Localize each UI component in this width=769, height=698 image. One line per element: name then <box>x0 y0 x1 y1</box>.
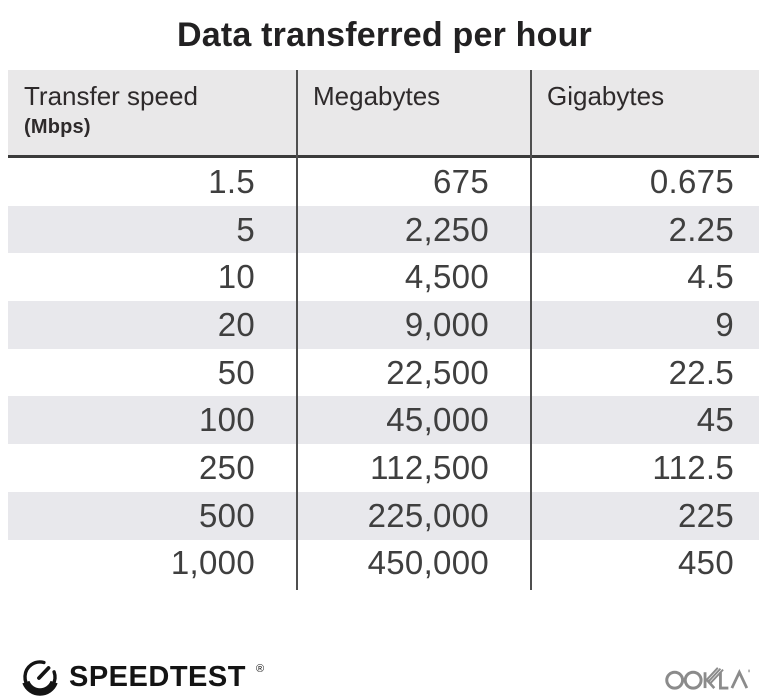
table-row: 50 22,500 22.5 <box>8 349 759 397</box>
cell-transfer-speed: 500 <box>199 496 255 534</box>
table-body: 1.5 675 0.675 5 2,250 2.25 10 4,500 4.5 … <box>8 158 759 587</box>
table-row: 500 225,000 225 <box>8 491 759 540</box>
cell-gigabytes: 9 <box>715 305 734 343</box>
cell-gigabytes: 112.5 <box>652 448 734 486</box>
cell-gigabytes: 45 <box>696 401 734 439</box>
data-table: Transfer speed (Mbps) Megabytes Gigabyte… <box>8 70 759 590</box>
cell-megabytes: 225,000 <box>367 496 489 534</box>
cell-megabytes: 4,500 <box>404 258 489 296</box>
column-header-megabytes: Megabytes <box>313 81 441 111</box>
page-title: Data transferred per hour <box>177 16 592 54</box>
cell-megabytes: 2,250 <box>404 210 489 248</box>
column-divider <box>530 70 532 590</box>
column-header-transfer-speed-label: Transfer speed <box>24 81 198 111</box>
cell-transfer-speed: 50 <box>217 353 255 391</box>
cell-megabytes: 45,000 <box>386 401 489 439</box>
cell-gigabytes: 22.5 <box>668 353 734 391</box>
cell-megabytes: 450,000 <box>367 544 489 582</box>
cell-transfer-speed: 1,000 <box>170 544 255 582</box>
cell-gigabytes: 450 <box>678 544 734 582</box>
cell-megabytes: 112,500 <box>370 448 489 486</box>
cell-gigabytes: 2.25 <box>668 210 734 248</box>
cell-transfer-speed: 250 <box>199 448 255 486</box>
column-header-transfer-speed-unit: (Mbps) <box>24 115 91 138</box>
cell-gigabytes: 0.675 <box>649 162 734 200</box>
speedtest-registered-mark: ® <box>255 662 265 675</box>
column-divider <box>296 70 298 590</box>
table-row: 100 45,000 45 <box>8 396 759 445</box>
cell-transfer-speed: 20 <box>217 305 255 343</box>
table-header-row: Transfer speed (Mbps) Megabytes Gigabyte… <box>8 70 759 158</box>
column-header-gigabytes: Gigabytes <box>547 81 665 111</box>
cell-transfer-speed: 5 <box>236 210 255 248</box>
speedtest-logo: SPEEDTEST ® <box>20 654 265 698</box>
table-row: 250 112,500 112.5 <box>8 444 759 492</box>
cell-megabytes: 9,000 <box>404 305 489 343</box>
cell-transfer-speed: 10 <box>217 258 255 296</box>
table-row: 5 2,250 2.25 <box>8 205 759 254</box>
table-row: 1,000 450,000 450 <box>8 540 759 588</box>
table-row: 1.5 675 0.675 <box>8 158 759 206</box>
ookla-logo <box>665 656 753 697</box>
cell-megabytes: 22,500 <box>386 353 489 391</box>
table-row: 10 4,500 4.5 <box>8 253 759 301</box>
cell-megabytes: 675 <box>433 162 489 200</box>
speedtest-wordmark: SPEEDTEST <box>69 661 246 693</box>
cell-gigabytes: 225 <box>678 496 734 534</box>
cell-gigabytes: 4.5 <box>687 258 734 296</box>
cell-transfer-speed: 100 <box>199 401 255 439</box>
cell-transfer-speed: 1.5 <box>208 162 255 200</box>
speedtest-gauge-icon <box>20 654 60 698</box>
table-row: 20 9,000 9 <box>8 301 759 349</box>
column-header-transfer-speed: Transfer speed (Mbps) <box>8 70 297 155</box>
